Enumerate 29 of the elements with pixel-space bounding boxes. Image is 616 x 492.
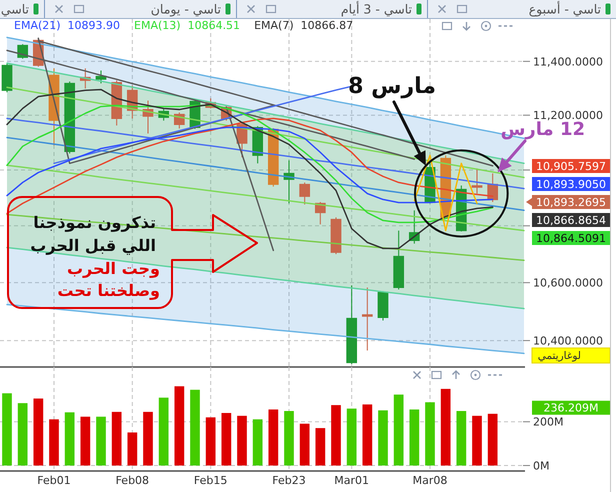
annotation: 10,864.5091 [536, 232, 606, 245]
annotation: اللي قبل الحرب [30, 236, 156, 255]
tab-label: تاسي - يومان [150, 2, 221, 16]
tab-label: تاسي - أسبوع [528, 2, 601, 16]
y-tick-label: 10,600.0000 [533, 276, 603, 290]
x-tick-label: Feb15 [194, 474, 228, 487]
annotation: مارس 8 [348, 74, 436, 99]
x-tick-label: Feb23 [272, 474, 306, 487]
tab-label: تاسي - 3 أيام [340, 2, 412, 16]
legend-item: EMA(7) 10866.87 [254, 19, 354, 32]
x-tick-label: Feb01 [37, 474, 71, 487]
x-tick-label: Mar08 [412, 474, 448, 487]
annotation: 236.209M [544, 402, 598, 415]
annotation: 10,866.8654 [536, 214, 606, 227]
legend-item: EMA(13) 10864.51 [134, 19, 240, 32]
annotation: 10,893.2695 [536, 196, 606, 209]
annotation: 10,893.9050 [536, 178, 606, 191]
annotation: وصلختنا تحت [57, 281, 160, 300]
x-tick-label: Feb08 [116, 474, 150, 487]
y-tick-label: 0M [533, 460, 550, 473]
x-tick-label: Mar01 [334, 474, 370, 487]
y-tick-label: 10,400.0000 [533, 334, 603, 348]
annotation: 10,905.7597 [536, 160, 606, 173]
annotation: وجت الحرب [66, 259, 160, 278]
button-label: لوغاريتمي [538, 350, 581, 362]
y-tick-label: 200M [533, 416, 564, 429]
y-tick-label: 11,400.0000 [533, 55, 603, 68]
tab-label: تاسي [0, 2, 29, 16]
legend-item: EMA(21) 10893.90 [14, 19, 120, 32]
